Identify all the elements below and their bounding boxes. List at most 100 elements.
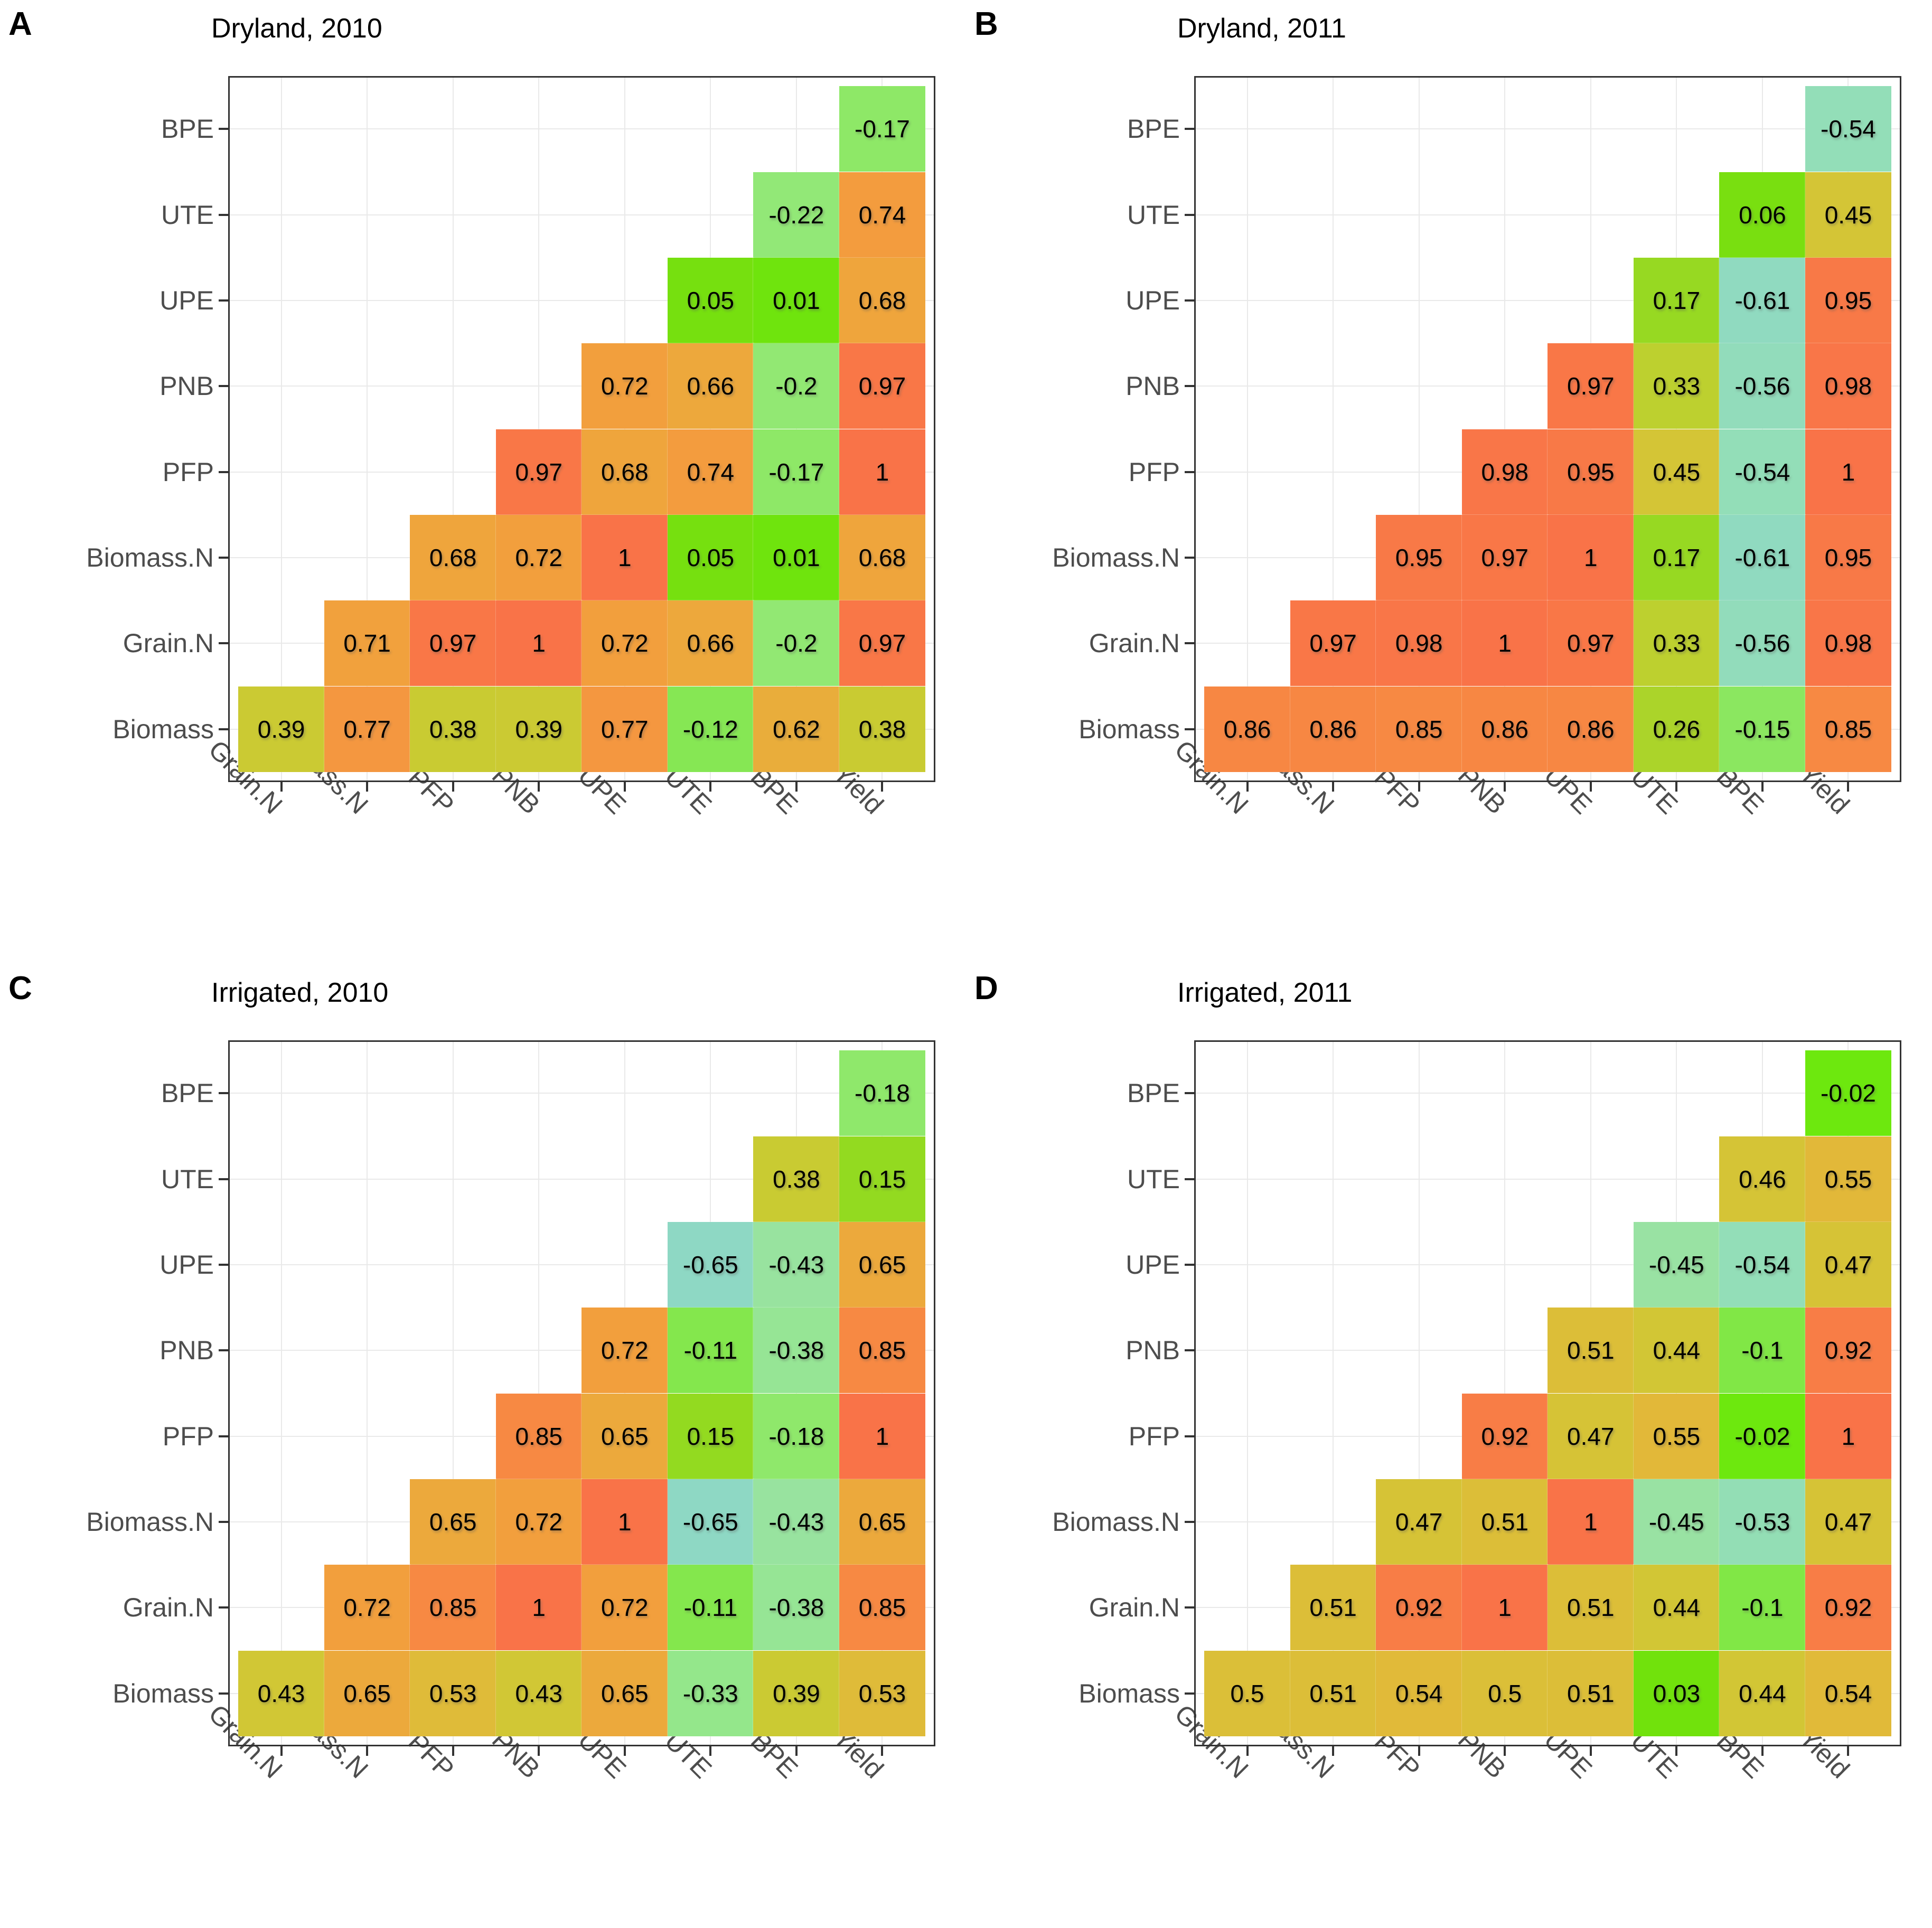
heatmap-cell: 0.54 xyxy=(1375,1650,1463,1737)
y-axis-tick xyxy=(219,385,230,388)
x-axis-tick xyxy=(1246,1745,1249,1756)
x-axis-tick xyxy=(881,1745,884,1756)
y-axis-label: Grain.N xyxy=(123,628,214,659)
heatmap-cell: 0.74 xyxy=(667,428,754,515)
grid-line-vertical xyxy=(452,78,454,780)
grid-line-vertical xyxy=(1418,1042,1420,1745)
heatmap-cell: 1 xyxy=(838,1393,926,1480)
heatmap-cell: 0.77 xyxy=(581,685,669,773)
heatmap-cell: 1 xyxy=(495,600,583,687)
heatmap-cell: 1 xyxy=(1804,1393,1892,1480)
grid-line-vertical xyxy=(1676,1042,1677,1745)
y-axis-tick xyxy=(1185,1692,1196,1695)
heatmap-cell: 0.95 xyxy=(1804,257,1892,344)
grid-line-vertical xyxy=(538,1042,540,1745)
heatmap-cell: 0.95 xyxy=(1804,514,1892,601)
heatmap-cell: -0.22 xyxy=(753,171,840,258)
y-axis-tick xyxy=(219,728,230,730)
grid-line-vertical xyxy=(881,78,883,780)
grid-line-vertical xyxy=(710,78,711,780)
heatmap-cell: 0.77 xyxy=(323,685,411,773)
y-axis-tick xyxy=(219,1435,230,1437)
heatmap-cell: 0.86 xyxy=(1547,685,1635,773)
y-axis-tick xyxy=(1185,1520,1196,1523)
heatmap-cell: 0.44 xyxy=(1719,1650,1806,1737)
heatmap-cell: 0.65 xyxy=(409,1478,497,1565)
y-axis-tick xyxy=(1185,1178,1196,1180)
x-axis-tick xyxy=(1332,1745,1335,1756)
panel-letter: A xyxy=(8,6,33,42)
x-axis-tick xyxy=(1418,780,1420,792)
y-axis-tick xyxy=(219,213,230,216)
heatmap-cell: -0.61 xyxy=(1719,257,1806,344)
heatmap-cell: 0.33 xyxy=(1633,343,1720,430)
y-axis-tick xyxy=(1185,299,1196,302)
heatmap-cell: 0.47 xyxy=(1547,1393,1635,1480)
heatmap-cell: 0.45 xyxy=(1633,428,1720,515)
heatmap-cell: 0.68 xyxy=(838,514,926,601)
heatmap-cell: 0.01 xyxy=(753,514,840,601)
heatmap-cell: -0.2 xyxy=(753,600,840,687)
x-axis-tick xyxy=(1761,780,1764,792)
heatmap-cell: 0.47 xyxy=(1804,1478,1892,1565)
heatmap-cell: 0.72 xyxy=(495,514,583,601)
heatmap-cell: -0.02 xyxy=(1804,1050,1892,1137)
y-axis-label: PNB xyxy=(1126,371,1180,401)
y-axis-label: Biomass xyxy=(112,1678,214,1708)
heatmap-cell: 0.39 xyxy=(238,685,325,773)
y-axis-tick xyxy=(1185,1606,1196,1609)
heatmap-cell: 0.72 xyxy=(581,343,669,430)
heatmap-cell: 0.39 xyxy=(753,1650,840,1737)
heatmap-cell: -0.65 xyxy=(667,1478,754,1565)
x-axis-tick xyxy=(452,1745,454,1756)
heatmap-cell: 1 xyxy=(1547,514,1635,601)
grid-line-vertical xyxy=(1847,78,1849,780)
y-axis-label: UPE xyxy=(1126,1250,1180,1280)
heatmap-cell: 0.98 xyxy=(1804,343,1892,430)
grid-line-horizontal xyxy=(230,1093,934,1094)
y-axis-tick xyxy=(1185,1349,1196,1352)
heatmap-cell: 0.47 xyxy=(1804,1221,1892,1309)
heatmap-cell: 0.51 xyxy=(1461,1478,1549,1565)
heatmap-cell: -0.15 xyxy=(1719,685,1806,773)
heatmap-cell: -0.11 xyxy=(667,1564,754,1651)
y-axis-label: UPE xyxy=(160,1250,214,1280)
heatmap-cell: 0.65 xyxy=(838,1478,926,1565)
y-axis-tick xyxy=(1185,385,1196,388)
heatmap-cell: -0.33 xyxy=(667,1650,754,1737)
y-axis-tick xyxy=(1185,642,1196,645)
heatmap-cell: -0.45 xyxy=(1633,1478,1720,1565)
grid-line-horizontal xyxy=(230,214,934,215)
heatmap-cell: -0.54 xyxy=(1719,1221,1806,1309)
heatmap-cell: 0.85 xyxy=(1804,685,1892,773)
heatmap-cell: 0.68 xyxy=(409,514,497,601)
heatmap-cell: -0.43 xyxy=(753,1221,840,1309)
y-axis-label: BPE xyxy=(1127,1078,1180,1108)
heatmap-cell: 1 xyxy=(838,428,926,515)
heatmap-cell: -0.17 xyxy=(838,86,926,173)
panel-letter: C xyxy=(8,970,33,1007)
heatmap-cell: 0.86 xyxy=(1461,685,1549,773)
heatmap-plot: -0.54 0.06 0.45 0.17 -0.61 0.95 0.97 0.33 -0.56 0… xyxy=(1194,76,1901,782)
x-axis-tick xyxy=(795,780,798,792)
y-axis-tick xyxy=(1185,728,1196,730)
panel-letter: D xyxy=(974,970,999,1007)
heatmap-plot: -0.02 0.46 0.55 -0.45 -0.54 0.47 0.51 0.44 -0.1 0… xyxy=(1194,1040,1901,1746)
y-axis-tick xyxy=(1185,471,1196,473)
y-axis-label: PNB xyxy=(160,371,214,401)
y-axis-label: UPE xyxy=(1126,286,1180,316)
heatmap-cell: 1 xyxy=(1804,428,1892,515)
x-axis-tick xyxy=(280,1745,283,1756)
grid-line-horizontal xyxy=(1196,214,1900,215)
y-axis-label: PFP xyxy=(162,1421,214,1451)
grid-line-vertical xyxy=(1504,1042,1506,1745)
x-axis-tick xyxy=(881,780,884,792)
heatmap-cell: 0.95 xyxy=(1375,514,1463,601)
heatmap-cell: 0.53 xyxy=(838,1650,926,1737)
x-axis-tick xyxy=(709,780,712,792)
heatmap-cell: 0.92 xyxy=(1375,1564,1463,1651)
y-axis-tick xyxy=(1185,556,1196,559)
heatmap-cell: 0.98 xyxy=(1375,600,1463,687)
heatmap-cell: 1 xyxy=(581,514,669,601)
x-axis-tick xyxy=(1847,1745,1850,1756)
